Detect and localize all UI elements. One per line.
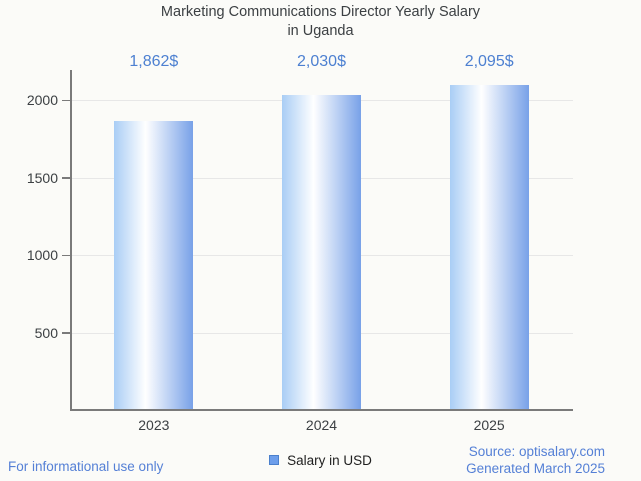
source-block: Source: optisalary.com Generated March 2… — [466, 443, 605, 477]
x-tick-label-2024: 2024 — [305, 417, 338, 433]
y-tick-label-1500: 1500 — [26, 169, 58, 186]
x-tick-label-2025: 2025 — [473, 417, 505, 433]
bar-2025[interactable] — [449, 85, 529, 410]
legend-swatch-icon — [269, 455, 280, 465]
generated-date: Generated March 2025 — [466, 461, 605, 476]
y-axis-line — [70, 70, 72, 410]
y-tick-label-2000: 2000 — [26, 92, 58, 108]
y-tick-2000 — [62, 99, 72, 101]
legend[interactable]: Salary in USD — [0, 451, 641, 469]
chart-title: Marketing Communications Director Yearly… — [0, 3, 641, 41]
y-tick-label-500: 500 — [34, 324, 58, 341]
x-axis-line — [70, 409, 573, 411]
source-link[interactable]: Source: optisalary.com — [468, 444, 605, 459]
bar-2023[interactable] — [114, 121, 194, 410]
disclaimer-text: For informational use only — [8, 459, 164, 474]
value-label-2025: 2,095$ — [464, 53, 514, 70]
value-label-2023: 1,862$ — [129, 53, 179, 70]
chart-title-line1: Marketing Communications Director Yearly… — [160, 4, 481, 20]
bar-2024[interactable] — [282, 95, 361, 410]
y-tick-500 — [62, 332, 72, 334]
y-tick-1000 — [62, 254, 72, 256]
chart-title-line2: in Uganda — [287, 22, 354, 39]
value-label-2024: 2,030$ — [297, 53, 346, 70]
y-tick-label-1000: 1000 — [26, 247, 58, 263]
y-tick-1500 — [62, 177, 72, 179]
x-tick-label-2023: 2023 — [138, 417, 170, 433]
legend-label: Salary in USD — [287, 452, 372, 468]
